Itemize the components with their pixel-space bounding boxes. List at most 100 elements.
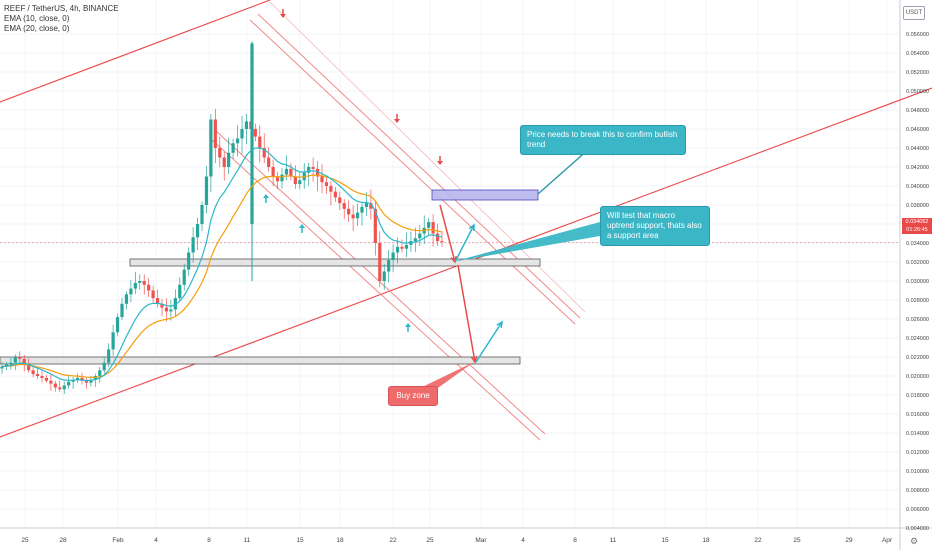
candle-body	[27, 364, 31, 371]
ema20-line	[1, 174, 443, 379]
callout-pointer	[452, 222, 600, 262]
candle-body	[182, 269, 186, 285]
projection-arrow-up	[454, 223, 475, 263]
current-price-tag: 0.034062 01:26:45	[902, 218, 932, 234]
candle-body	[124, 294, 129, 304]
candle-body	[75, 377, 80, 380]
candle-body	[173, 298, 177, 310]
arrow-head	[437, 161, 443, 165]
y-tick-label: 0.046000	[906, 127, 929, 133]
projection-shaft	[439, 204, 456, 263]
ema-lines	[1, 147, 443, 382]
candle-body	[89, 379, 93, 383]
candle-body	[244, 121, 249, 129]
candle-body	[62, 385, 66, 390]
projection-shaft	[475, 321, 503, 363]
candle-body	[227, 152, 231, 167]
drawing-overlays[interactable]	[0, 0, 932, 441]
candle-body	[262, 148, 266, 158]
candle-body	[4, 364, 9, 367]
candle-body	[49, 380, 53, 384]
candle-body	[404, 244, 409, 249]
x-tick-label: 25	[793, 537, 801, 544]
arrow-head	[405, 323, 411, 327]
y-tick-label: 0.004000	[906, 526, 929, 532]
candle-body	[13, 357, 17, 363]
candle-body	[329, 186, 333, 192]
arrow-head	[299, 224, 305, 228]
candle-body	[435, 233, 440, 242]
x-tick-label: 22	[389, 537, 397, 544]
currency-button[interactable]: USDT	[903, 6, 925, 20]
y-tick-label: 0.012000	[906, 450, 929, 456]
candle-body	[250, 43, 254, 224]
candle-body	[9, 362, 13, 365]
candle-body	[169, 309, 173, 312]
candle-body	[271, 167, 275, 177]
candle-body	[93, 376, 97, 380]
candle-body	[84, 380, 89, 383]
candle-body	[151, 290, 155, 299]
y-tick-label: 0.048000	[906, 108, 929, 114]
y-tick-label: 0.018000	[906, 393, 929, 399]
y-tick-label: 0.006000	[906, 507, 929, 513]
candle-body	[115, 317, 120, 333]
candle-body	[164, 307, 169, 312]
projection-head	[470, 356, 478, 364]
down-signal-arrow	[437, 156, 443, 165]
candle-body	[67, 381, 71, 386]
upper-trend-line	[0, 0, 271, 103]
x-tick-label: 15	[661, 537, 669, 544]
gear-icon[interactable]: ⚙	[910, 536, 919, 546]
y-tick-label: 0.014000	[906, 431, 929, 437]
candlestick-series	[0, 41, 444, 394]
candle-body	[315, 168, 320, 177]
candle-body	[31, 370, 35, 375]
y-tick-label: 0.020000	[906, 374, 929, 380]
y-tick-label: 0.044000	[906, 146, 929, 152]
candle-body	[400, 246, 404, 249]
candle-body	[80, 377, 84, 381]
candle-body	[267, 157, 271, 167]
candle-body	[120, 303, 124, 318]
candle-body	[147, 284, 151, 291]
candle-body	[378, 243, 382, 281]
candle-body	[275, 176, 280, 182]
x-tick-label: 8	[207, 537, 211, 544]
x-axis-labels: 25 28 Feb 4 8 11 15 18 22 25 Mar 4 8 11 15 18 22 25 29 Apr	[21, 537, 893, 544]
candle-body	[324, 182, 329, 186]
y-tick-label: 0.030000	[906, 279, 929, 285]
candle-body	[160, 303, 164, 308]
y-tick-label: 0.016000	[906, 412, 929, 418]
candle-body	[418, 233, 422, 239]
candle-body	[240, 129, 244, 139]
x-tick-label: 29	[845, 537, 853, 544]
candle-body	[253, 129, 257, 137]
candle-body	[98, 370, 102, 376]
callout-pointer	[537, 147, 591, 195]
candle-body	[355, 212, 360, 219]
support-note[interactable]: Will test that macro uptrend support, th…	[600, 206, 710, 246]
candle-body	[347, 208, 351, 215]
x-tick-label: 25	[426, 537, 434, 544]
current-price-value: 0.034062	[905, 219, 929, 225]
candle-body	[133, 282, 137, 289]
candle-body	[213, 119, 217, 148]
projection-shaft	[454, 224, 475, 263]
arrow-head	[280, 14, 286, 18]
x-tick-label: 18	[336, 537, 344, 544]
down-signal-arrow	[280, 9, 286, 18]
buy-zone-label[interactable]: Buy zone	[388, 386, 438, 406]
x-tick-label: 15	[296, 537, 304, 544]
candle-body	[22, 358, 26, 365]
candle-body	[111, 332, 115, 350]
candle-body	[387, 260, 391, 272]
candle-body	[293, 176, 297, 185]
candle-body	[235, 138, 240, 144]
candle-body	[195, 224, 200, 238]
y-tick-label: 0.022000	[906, 355, 929, 361]
resistance-note[interactable]: Price needs to break this to confirm bul…	[520, 125, 686, 155]
candle-body	[298, 180, 302, 185]
y-tick-label: 0.056000	[906, 32, 929, 38]
